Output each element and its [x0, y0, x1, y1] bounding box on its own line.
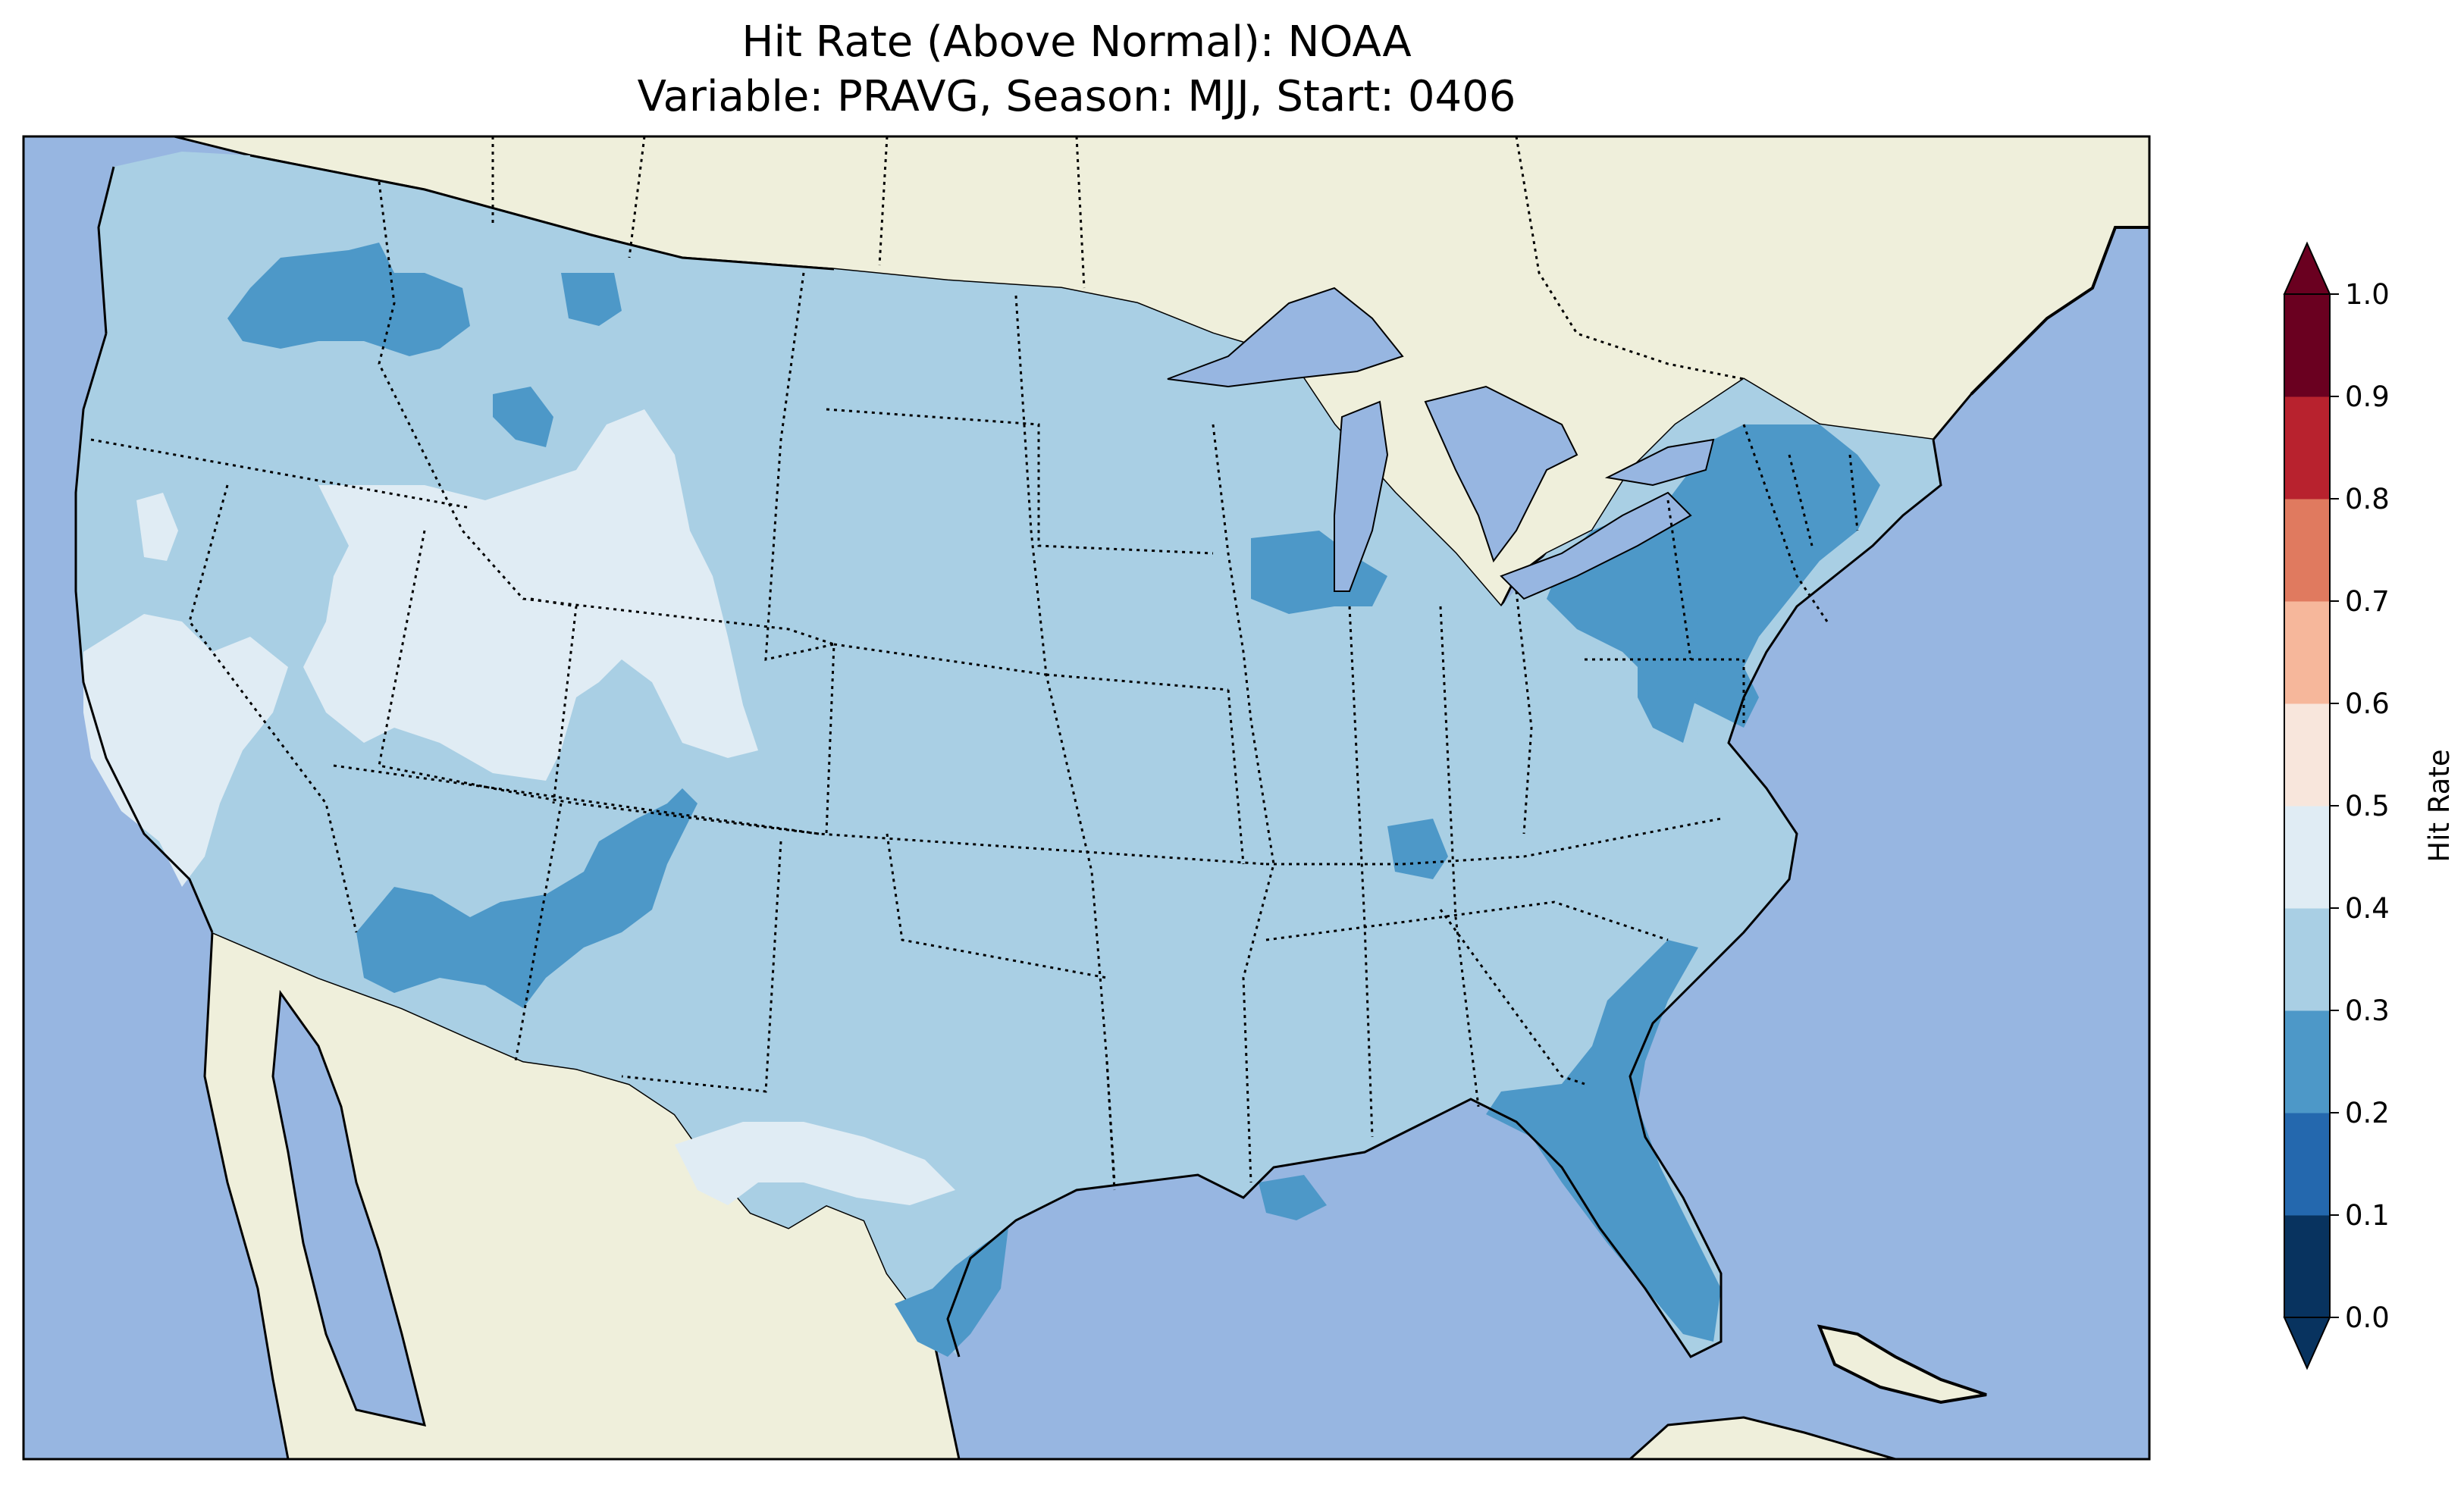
colorbar-tick-label: 1.0	[2345, 278, 2390, 311]
colorbar-bin-5	[2284, 703, 2330, 807]
colorbar-bin-7	[2284, 499, 2330, 602]
colorbar-tick-label: 0.3	[2345, 994, 2390, 1027]
region-dark-midwest	[1251, 531, 1387, 614]
colorbar-bins	[2284, 294, 2330, 1318]
colorbar-bottom-extension	[2283, 1317, 2331, 1370]
colorbar-bin-8	[2284, 396, 2330, 500]
colorbar-tick-label: 0.6	[2345, 687, 2390, 720]
colorbar-bin-9	[2284, 294, 2330, 397]
gulf-of-california	[271, 989, 427, 1427]
conus-area	[76, 152, 1941, 1357]
colorbar-bin-3	[2284, 908, 2330, 1011]
title-line-2: Variable: PRAVG, Season: MJJ, Start: 040…	[637, 72, 1516, 121]
colorbar-bin-1	[2284, 1113, 2330, 1216]
west-coastline	[74, 166, 214, 933]
map-title: Hit Rate (Above Normal): NOAA Variable: …	[0, 15, 2153, 124]
province-borders	[491, 136, 1745, 381]
colorbar-tick-label: 0.1	[2345, 1199, 2390, 1232]
colorbar-ticks: 0.0 0.1 0.2 0.3 0.4 0.5 0.6 0.7 0.8 0.9 1.0	[2330, 278, 2390, 1334]
region-dark-montana	[561, 273, 622, 326]
colorbar-tick-label: 0.9	[2345, 381, 2390, 413]
colorbar-bin-2	[2284, 1010, 2330, 1113]
colorbar-top-extension	[2283, 241, 2331, 295]
region-dark-idaho	[493, 387, 553, 447]
region-light-oregon	[136, 493, 178, 561]
region-light-great-basin	[303, 409, 758, 781]
region-dark-louisiana	[1259, 1175, 1327, 1220]
colorbar-bin-0	[2284, 1215, 2330, 1318]
region-dark-south-texas	[895, 1228, 1008, 1357]
maritime-coastline	[1970, 226, 2149, 396]
region-dark-northeast	[1547, 424, 1880, 728]
region-dark-southwest	[356, 788, 698, 1008]
state-borders	[90, 181, 1859, 1191]
colorbar-bin-6	[2284, 601, 2330, 704]
colorbar-tick-label: 0.4	[2345, 892, 2390, 925]
region-dark-pacific-nw	[227, 243, 470, 356]
region-dark-southeast	[1486, 940, 1721, 1342]
great-lakes	[1167, 287, 1715, 600]
colorbar-label: Hit Rate	[2423, 749, 2456, 862]
colorbar-tick-label: 0.0	[2345, 1301, 2390, 1334]
region-light-california	[83, 614, 288, 887]
colorbar-tick-label: 0.5	[2345, 790, 2390, 822]
colorbar-tick-label: 0.7	[2345, 585, 2390, 618]
central-america-land	[1628, 1416, 1896, 1459]
title-line-1: Hit Rate (Above Normal): NOAA	[741, 17, 1412, 67]
region-dark-maryland	[1638, 652, 1698, 743]
cuba-land	[1817, 1324, 1987, 1405]
region-light-west-texas	[675, 1122, 955, 1205]
colorbar-tick-label: 0.2	[2345, 1097, 2390, 1129]
colorbar-tick-label: 0.8	[2345, 483, 2390, 515]
map-frame	[22, 135, 2151, 1461]
east-coastline	[946, 439, 1942, 1358]
us-canada-border	[249, 154, 835, 271]
colorbar-bin-4	[2284, 806, 2330, 909]
